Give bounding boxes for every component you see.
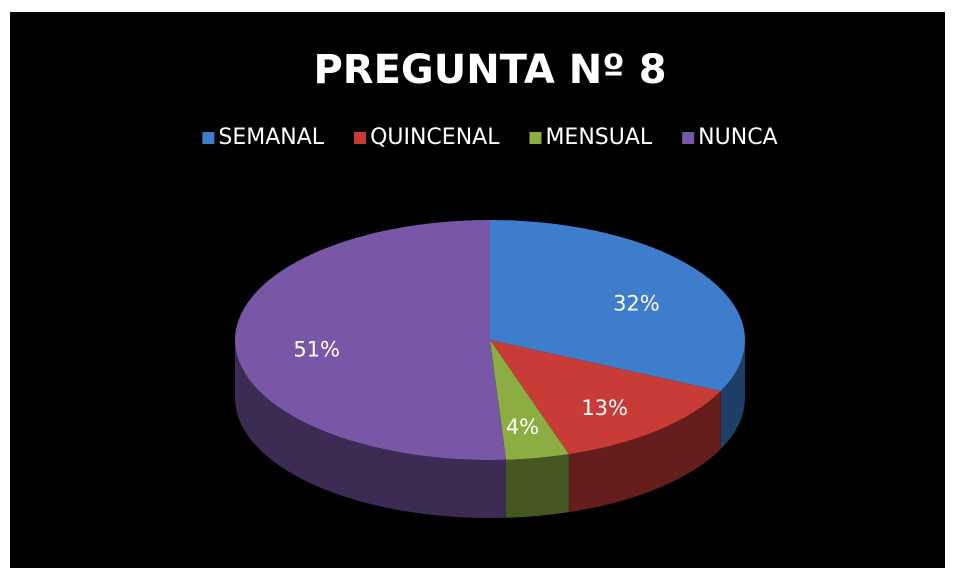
data-label: 51% — [293, 338, 340, 362]
data-label: 32% — [613, 291, 660, 315]
legend-marker — [529, 132, 542, 144]
legend-marker — [354, 132, 367, 144]
slice-side — [235, 340, 507, 518]
data-label: 13% — [581, 396, 628, 420]
legend-label: SEMANAL — [218, 125, 324, 150]
slice — [490, 340, 721, 455]
legend-label: NUNCA — [698, 125, 777, 150]
legend-label: MENSUAL — [545, 125, 652, 150]
chart-title: PREGUNTA Nº 8 — [313, 47, 666, 93]
legend-marker — [202, 132, 215, 144]
legend-marker — [682, 132, 695, 144]
slice — [490, 340, 569, 460]
legend-label: QUINCENAL — [370, 125, 500, 150]
slice-side — [720, 340, 745, 450]
data-label: 4% — [506, 415, 539, 439]
slice-side — [568, 391, 721, 513]
slice-side — [506, 454, 569, 518]
slice — [490, 220, 746, 392]
slice — [235, 220, 507, 460]
